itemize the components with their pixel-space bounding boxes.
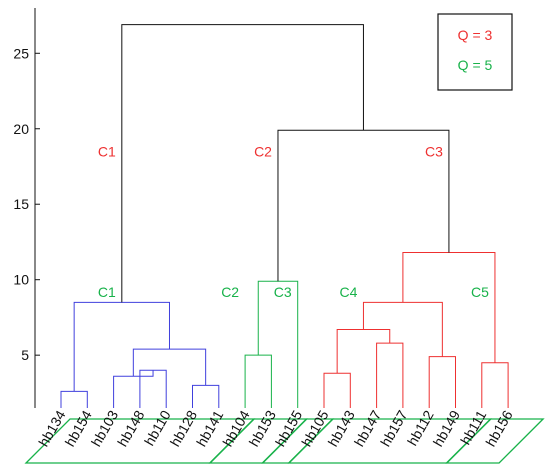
- dendrogram-links: [60, 24, 509, 408]
- leaf-labels: hb134hb154hb103hb148hb110hb128hb141hb104…: [35, 407, 516, 449]
- dendrogram-link: [132, 348, 207, 386]
- legend: Q = 3 Q = 5: [437, 13, 513, 91]
- dendrogram-link: [376, 342, 404, 408]
- cluster-label: C3: [274, 284, 292, 300]
- leaf-group-boxes: [24, 418, 545, 464]
- cluster-label: C5: [471, 284, 489, 300]
- legend-entry: Q = 3: [458, 27, 493, 43]
- legend-entry: Q = 5: [458, 57, 493, 73]
- dendrogram-link: [336, 329, 391, 374]
- dendrogram-link: [73, 301, 170, 392]
- leaf-label: hb157: [377, 407, 410, 449]
- y-tick-label: 5: [21, 347, 29, 363]
- dendrogram-link: [323, 372, 351, 408]
- y-tick-label: 25: [13, 45, 29, 61]
- leaf-label: hb149: [430, 407, 463, 449]
- y-tick-label: 15: [13, 196, 29, 212]
- dendrogram-link: [428, 356, 456, 408]
- dendrogram-link: [402, 252, 496, 363]
- cluster-label: C1: [98, 143, 116, 159]
- cluster-label: C2: [254, 143, 272, 159]
- dendrogram-link: [257, 280, 299, 408]
- y-tick-label: 10: [13, 272, 29, 288]
- cluster-label: C4: [340, 284, 358, 300]
- dendrogram-link: [113, 370, 154, 408]
- cluster-label: C3: [425, 143, 443, 159]
- leaf-label: hb148: [114, 407, 147, 449]
- cluster-label: C1: [98, 284, 116, 300]
- dendrogram-link: [139, 369, 167, 408]
- dendrogram-link: [192, 384, 220, 408]
- dendrogram-link: [244, 354, 272, 408]
- cluster-label: C2: [221, 284, 239, 300]
- dendrogram-link: [362, 301, 443, 357]
- dendrogram-link: [121, 24, 364, 303]
- legend-box: [437, 13, 513, 91]
- y-tick-label: 20: [13, 121, 29, 137]
- y-axis: 5 10 15 20 25: [13, 8, 40, 408]
- dendrogram-link: [481, 362, 509, 408]
- leaf-group-box: [445, 418, 545, 464]
- dendrogram-link: [277, 129, 450, 282]
- dendrogram-link: [60, 390, 88, 408]
- leaf-label: hb156: [482, 407, 515, 449]
- cluster-labels: C1 C2 C3 C1 C2 C3 C4 C5: [98, 143, 489, 299]
